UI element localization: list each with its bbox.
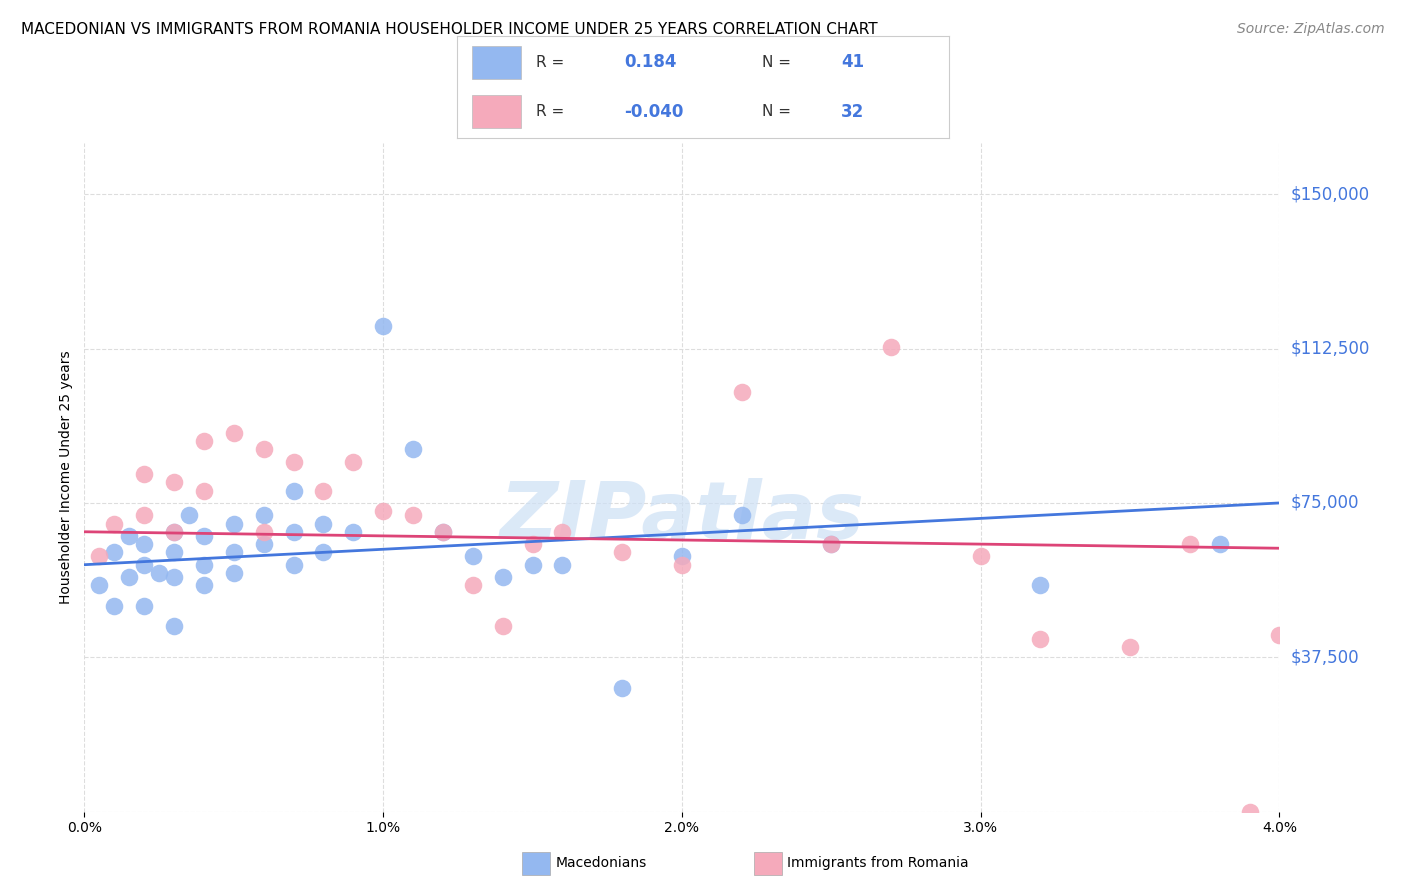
Text: N =: N = (762, 104, 792, 120)
Point (132, 467, 156, 482)
Point (132, 599, 156, 613)
Point (671, 558, 693, 572)
Text: 0.184: 0.184 (624, 54, 676, 71)
Point (671, 549, 693, 564)
Text: $150,000: $150,000 (1291, 186, 1369, 203)
Point (163, 524, 186, 539)
Text: $37,500: $37,500 (1291, 648, 1360, 666)
Point (193, 529, 215, 543)
Point (253, 442, 276, 457)
Point (193, 483, 215, 498)
Point (312, 516, 335, 531)
Point (132, 537, 156, 551)
Point (492, 619, 515, 633)
Point (432, 524, 454, 539)
Point (148, 566, 170, 580)
Point (731, 508, 754, 523)
Point (612, 545, 634, 559)
Point (432, 524, 454, 539)
FancyBboxPatch shape (471, 46, 520, 78)
Point (612, 681, 634, 696)
Point (283, 483, 305, 498)
Text: MACEDONIAN VS IMMIGRANTS FROM ROMANIA HOUSEHOLDER INCOME UNDER 25 YEARS CORRELAT: MACEDONIAN VS IMMIGRANTS FROM ROMANIA HO… (21, 22, 877, 37)
Point (283, 524, 305, 539)
Text: $112,500: $112,500 (1291, 340, 1369, 358)
Point (163, 545, 186, 559)
Point (89, 549, 111, 564)
Point (283, 558, 305, 572)
Point (820, 537, 842, 551)
Point (461, 549, 484, 564)
Point (253, 524, 276, 539)
Point (253, 537, 276, 551)
Text: 32: 32 (841, 103, 865, 120)
Point (1209, 537, 1232, 551)
Text: Immigrants from Romania: Immigrants from Romania (787, 856, 969, 871)
Point (312, 545, 335, 559)
Point (551, 524, 574, 539)
Point (970, 549, 993, 564)
Point (402, 442, 425, 457)
Point (342, 524, 364, 539)
Point (342, 455, 364, 469)
Text: 41: 41 (841, 54, 863, 71)
Point (132, 508, 156, 523)
FancyBboxPatch shape (471, 95, 520, 128)
Point (1239, 805, 1261, 819)
Text: N =: N = (762, 54, 792, 70)
Point (312, 483, 335, 498)
Text: -0.040: -0.040 (624, 103, 683, 120)
Point (402, 508, 425, 523)
Point (492, 570, 515, 584)
Point (373, 318, 395, 333)
Point (1268, 628, 1291, 642)
Point (820, 537, 842, 551)
Point (1029, 632, 1052, 646)
FancyBboxPatch shape (522, 852, 550, 875)
Point (1119, 640, 1142, 654)
Point (118, 529, 141, 543)
Text: Macedonians: Macedonians (555, 856, 647, 871)
Point (177, 508, 200, 523)
Text: R =: R = (536, 104, 564, 120)
Point (163, 524, 186, 539)
Point (132, 558, 156, 572)
Point (103, 599, 125, 613)
Point (373, 504, 395, 518)
Point (222, 425, 245, 440)
Point (193, 434, 215, 449)
Point (731, 384, 754, 399)
Text: Source: ZipAtlas.com: Source: ZipAtlas.com (1237, 22, 1385, 37)
Text: $75,000: $75,000 (1291, 494, 1360, 512)
Point (222, 545, 245, 559)
Text: R =: R = (536, 54, 564, 70)
Point (1029, 578, 1052, 592)
Point (163, 570, 186, 584)
Point (193, 558, 215, 572)
Point (253, 508, 276, 523)
Point (163, 619, 186, 633)
Point (103, 516, 125, 531)
Point (163, 475, 186, 490)
Point (461, 578, 484, 592)
Point (551, 558, 574, 572)
Point (118, 570, 141, 584)
Point (283, 455, 305, 469)
Point (89, 578, 111, 592)
Point (522, 558, 544, 572)
FancyBboxPatch shape (754, 852, 782, 875)
Point (880, 339, 903, 353)
Point (522, 537, 544, 551)
Text: ZIPatlas: ZIPatlas (499, 478, 865, 557)
Point (222, 566, 245, 580)
Y-axis label: Householder Income Under 25 years: Householder Income Under 25 years (59, 351, 73, 604)
Point (1178, 537, 1201, 551)
Point (103, 545, 125, 559)
Point (193, 578, 215, 592)
Point (222, 516, 245, 531)
